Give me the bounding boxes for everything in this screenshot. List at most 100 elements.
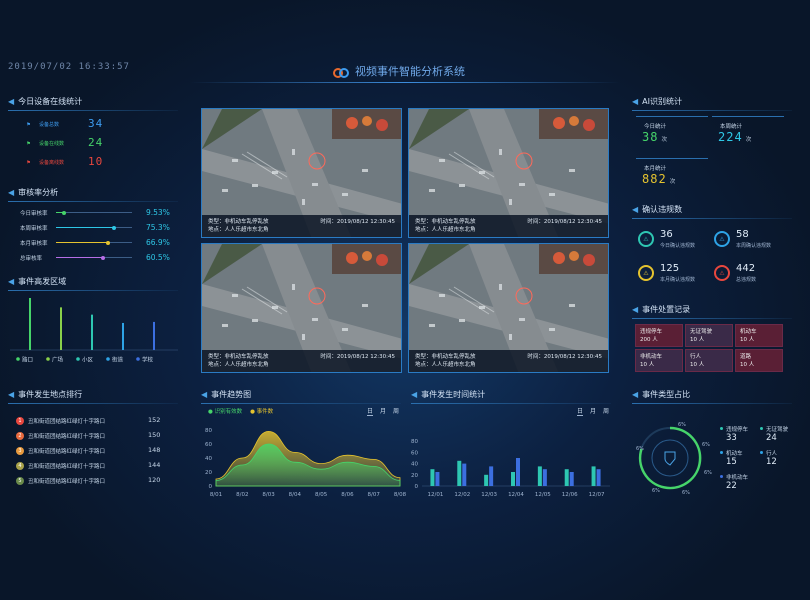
donut-inner [651, 439, 689, 477]
device-online: ⚑ 设备在线数 [22, 140, 64, 148]
y-tick: 60 [205, 442, 212, 448]
time-bar [542, 469, 547, 486]
ring-percent-label: 6% [652, 488, 660, 494]
ai-week-card: 本周统计 224 次 [712, 116, 784, 152]
type-name: 行人 [766, 451, 778, 457]
area-bar [29, 298, 31, 350]
section-confirm: ◀ 确认违规数 [632, 204, 792, 219]
rank-name: 丑和街道团结路红绿灯十字路口 [28, 419, 106, 425]
chevron-left-icon: ◀ [632, 97, 639, 106]
video-place: 地点：人人乐超市东北角 [415, 227, 476, 233]
ring-percent-label: 6% [704, 470, 712, 476]
record-name: 机动车 [740, 329, 757, 335]
video-caption: 类型：非机动车乱停乱放 时间：2019/08/12 12:30:45 地点：人人乐… [202, 350, 401, 372]
type-name: 机动车 [726, 451, 743, 457]
x-tick: 8/06 [341, 492, 354, 498]
legend-dot [16, 357, 20, 361]
video-feed[interactable]: 类型：非机动车乱停乱放 时间：2019/08/12 12:30:45 地点：人人乐… [201, 108, 402, 238]
time-bar [462, 463, 467, 486]
tab-day[interactable]: 日 [367, 408, 374, 416]
confirm-label: 总违规数 [736, 277, 757, 283]
video-place: 地点：人人乐超市东北角 [415, 362, 476, 368]
type-value: 24 [766, 433, 777, 443]
tab-week[interactable]: 周 [603, 408, 610, 415]
section-types: ◀ 事件类型占比 [632, 389, 792, 404]
rank-value: 150 [148, 431, 161, 439]
time-bar [430, 469, 435, 486]
record-cell: 道路 10 人 [735, 349, 783, 372]
chevron-left-icon: ◀ [8, 390, 15, 399]
audit-value: 75.3% [146, 223, 170, 232]
chevron-left-icon: ◀ [411, 390, 418, 399]
section-area: ◀ 事件高发区域 [8, 276, 178, 291]
y-tick: 0 [209, 484, 213, 490]
rank-value: 120 [148, 476, 161, 484]
time-bar [435, 472, 440, 486]
record-cell: 违规停车 200 人 [635, 324, 683, 347]
time-bar [564, 469, 569, 486]
rank-value: 144 [148, 461, 161, 469]
audit-fill [56, 227, 114, 228]
tab-month[interactable]: 月 [590, 408, 597, 415]
confirm-label: 本月确认违规数 [660, 277, 696, 283]
record-count: 10 人 [740, 337, 755, 343]
record-name: 道路 [740, 354, 752, 360]
warning-icon: ⚠ [638, 265, 654, 281]
header-divider [190, 82, 620, 83]
record-count: 10 人 [690, 362, 705, 368]
tab-week[interactable]: 周 [393, 408, 400, 415]
video-feed[interactable]: 类型：非机动车乱停乱放 时间：2019/08/12 12:30:45 地点：人人乐… [201, 243, 402, 373]
record-count: 10 人 [740, 362, 755, 368]
section-trend: ◀ 事件趋势图 [201, 389, 401, 404]
time-bar [537, 466, 542, 486]
y-tick: 80 [205, 428, 212, 434]
device-offline-value: 10 [88, 155, 104, 168]
x-tick: 12/06 [562, 492, 578, 498]
video-type: 类型：非机动车乱停乱放 [208, 219, 269, 225]
confirm-value: 58 [736, 229, 749, 240]
warning-icon: ⚠ [638, 231, 654, 247]
y-tick: 20 [411, 473, 418, 479]
video-feed[interactable]: 类型：非机动车乱停乱放 时间：2019/08/12 12:30:45 地点：人人乐… [408, 108, 609, 238]
type-value: 15 [726, 457, 737, 467]
video-caption: 类型：非机动车乱停乱放 时间：2019/08/12 12:30:45 地点：人人乐… [409, 215, 608, 237]
x-tick: 12/03 [481, 492, 497, 498]
area-bar [60, 307, 62, 350]
record-count: 10 人 [690, 337, 705, 343]
flag-icon: ⚑ [26, 140, 31, 147]
time-bar [457, 460, 462, 486]
type-donut-chart: 6% 6% 6% 6% 6% 6% [636, 422, 712, 496]
legend-item: ● 识别有效数 [208, 409, 243, 415]
audit-marker [112, 225, 117, 230]
audit-label: 本周审核率 [20, 226, 48, 232]
time-bar [489, 466, 494, 486]
x-tick: 8/08 [394, 492, 407, 498]
warning-icon: ⚠ [714, 265, 730, 281]
confirm-label: 今日确认违规数 [660, 243, 696, 249]
tab-month[interactable]: 月 [380, 408, 387, 415]
x-tick: 12/04 [508, 492, 524, 498]
record-name: 非机动车 [640, 354, 663, 360]
audit-marker [105, 240, 110, 245]
video-feed[interactable]: 类型：非机动车乱停乱放 时间：2019/08/12 12:30:45 地点：人人乐… [408, 243, 609, 373]
x-tick: 12/02 [454, 492, 470, 498]
ai-month-value: 882 [642, 172, 667, 186]
rank-name: 丑和街道团结路红绿灯十字路口 [28, 479, 106, 485]
legend-dot [720, 427, 723, 430]
datetime: 2019/07/02 16:33:57 [8, 62, 130, 72]
device-total: ⚑ 设备总数 [22, 121, 59, 129]
y-tick: 0 [415, 484, 419, 490]
x-tick: 8/07 [368, 492, 381, 498]
x-tick: 8/02 [236, 492, 248, 498]
rank-name: 丑和街道团结路红绿灯十字路口 [28, 449, 106, 455]
area-bar [91, 314, 93, 350]
x-tick: 8/04 [289, 492, 302, 498]
rank-value: 148 [148, 446, 161, 454]
x-tick: 12/07 [589, 492, 605, 498]
type-name: 无证驾驶 [766, 427, 789, 433]
type-value: 33 [726, 433, 737, 443]
tab-day[interactable]: 日 [577, 408, 584, 416]
ai-today-label: 今日统计 [644, 124, 667, 130]
record-name: 无证驾驶 [690, 329, 713, 335]
